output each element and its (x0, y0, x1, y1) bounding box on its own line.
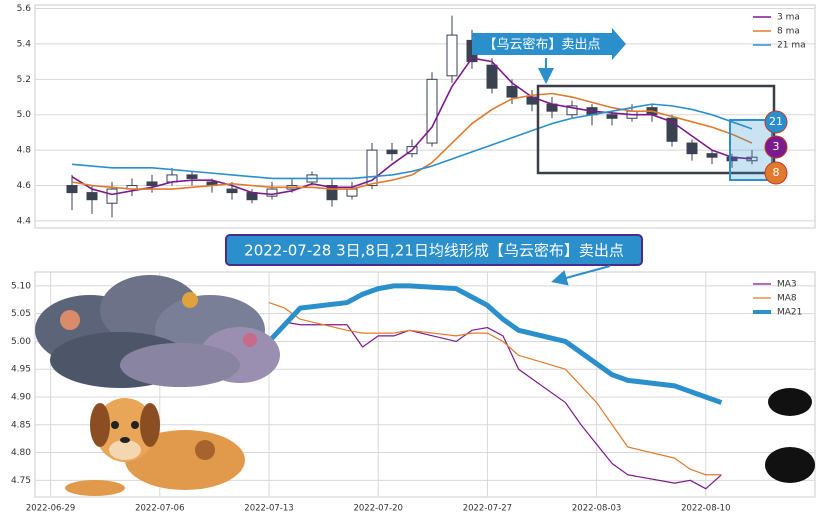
candle-body (146, 181, 158, 187)
legend-label: MA3 (777, 280, 797, 290)
legend-label: 21 ma (777, 41, 806, 51)
dog-illustration (65, 398, 245, 496)
candle-body (606, 114, 618, 119)
badge-3 (764, 135, 788, 159)
x-tick-label: 2022-07-06 (135, 504, 184, 514)
badge-label: 8 (773, 166, 780, 179)
ma-line (267, 283, 723, 405)
y-tick-label: 4.80 (11, 448, 31, 458)
ma-line (268, 321, 722, 490)
x-tick-label: 2022-08-10 (681, 504, 730, 514)
y-tick-label: 5.05 (11, 309, 31, 319)
y-tick-label: 4.8 (17, 146, 32, 156)
badge-label: 3 (773, 140, 780, 153)
y-tick-label: 4.4 (17, 216, 32, 226)
x-tick-label: 2022-07-20 (353, 504, 402, 514)
candle-body (266, 188, 278, 197)
y-tick-label: 5.2 (17, 75, 31, 85)
candle-body (86, 192, 98, 201)
y-tick-label: 5.6 (17, 4, 32, 14)
candle-body (186, 174, 198, 179)
annotation: 【乌云密布】卖出点 (483, 37, 600, 53)
candle-body (506, 85, 518, 98)
pointer (551, 265, 611, 286)
title-banner (225, 234, 643, 266)
x-tick-label: 2022-07-13 (244, 504, 293, 514)
annotation-arrow (472, 28, 626, 60)
legend-label: 8 ma (777, 27, 800, 37)
cloud-illustration (35, 275, 280, 388)
candle-body (706, 153, 718, 158)
candle-body (386, 149, 398, 155)
y-tick-label: 4.95 (11, 365, 31, 375)
legend-label: 3 ma (777, 13, 800, 23)
y-tick-label: 4.85 (11, 420, 31, 430)
y-tick-label: 5.0 (17, 110, 32, 120)
candle-body (486, 64, 498, 89)
candle-body (366, 149, 378, 187)
candle-body (326, 185, 338, 201)
y-tick-label: 4.75 (11, 476, 31, 486)
badge-8 (764, 161, 788, 185)
candle-body (686, 142, 698, 155)
x-tick-label: 2022-06-29 (26, 504, 75, 514)
chart-title: 2022-07-28 3日,8日,21日均线形成【乌云密布】卖出点 (244, 242, 624, 260)
badge-label: 21 (769, 115, 783, 128)
y-tick-label: 5.10 (11, 281, 31, 291)
candle-body (446, 34, 458, 77)
top-plot-area (34, 4, 816, 229)
x-tick-label: 2022-07-27 (463, 504, 512, 514)
badge-21 (764, 110, 788, 134)
candle-body (666, 117, 678, 142)
candle-body (426, 78, 438, 144)
y-tick-label: 5.00 (11, 337, 31, 347)
candle-body (106, 188, 118, 204)
candle-body (566, 105, 578, 116)
legend-label: MA21 (777, 308, 802, 318)
y-tick-label: 4.90 (11, 393, 31, 403)
ma-line (71, 103, 753, 180)
legend-label: MA8 (777, 294, 797, 304)
top-layer: 4.4 4.6 4.8 5.0 5.2 5.4 5.6 3 ma 8 ma 21 ma (17, 4, 815, 226)
y-tick-label: 5.4 (17, 39, 32, 49)
dark-cloud-icons (765, 388, 815, 483)
ma-line (71, 92, 753, 190)
y-tick-label: 4.6 (17, 181, 32, 191)
candle-body (226, 188, 238, 194)
ma-line (268, 301, 722, 476)
x-tick-label: 2022-08-03 (572, 504, 621, 514)
ma-line (71, 57, 753, 196)
candle-body (66, 185, 78, 194)
candle-body (346, 188, 358, 197)
